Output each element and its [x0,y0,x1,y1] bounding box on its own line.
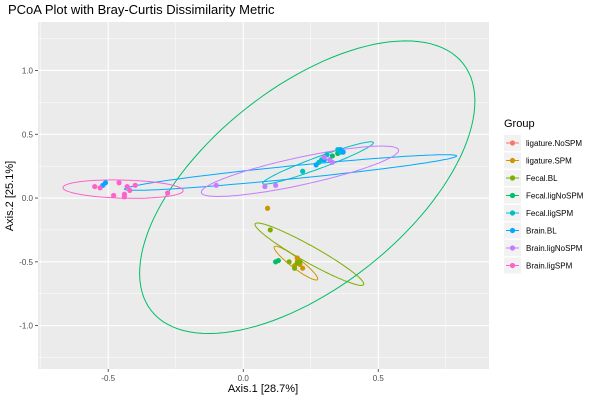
point-Brain.ligNoSPM [262,183,268,190]
point-Brain.BL [340,149,346,155]
ellipse-Brain.ligSPM [62,179,184,199]
legend-label: Brain.ligSPM [526,262,573,271]
point-Brain.ligSPM [116,180,122,186]
chart-title: PCoA Plot with Bray-Curtis Dissimilarity… [8,2,275,17]
x-axis-title: Axis.1 [28.7%] [228,383,298,395]
point-Fecal.BL [286,259,292,265]
point-Brain.ligNoSPM [273,182,279,188]
point-Fecal.ligNoSPM [275,257,281,264]
point-Brain.ligSPM [111,192,117,199]
legend-label: Fecal.ligSPM [526,209,573,218]
legend-label: ligature.NoSPM [526,139,582,148]
legend: Group ligature.NoSPM ligature.SPM Fecal.BL… [504,118,584,274]
legend-item-Brain.ligNoSPM: Brain.ligNoSPM [504,240,583,256]
x-tick-label: 0.0 [238,374,250,383]
point-Fecal.BL [297,259,303,265]
legend-item-ligature.SPM: ligature.SPM [504,152,572,169]
point-Brain.ligNoSPM [329,159,335,165]
point-Fecal.BL [267,227,273,233]
x-tick-label: -0.5 [101,374,115,383]
point-Brain.ligSPM [124,183,130,190]
legend-label: Fecal.ligNoSPM [526,192,584,201]
legend-item-ligature.NoSPM: ligature.NoSPM [504,135,582,151]
point-Brain.ligSPM [132,182,138,188]
legend-label: Brain.ligNoSPM [526,244,583,253]
point-Fecal.ligNoSPM [329,153,335,159]
point-Brain.BL [313,162,319,168]
legend-item-Fecal.ligNoSPM: Fecal.ligNoSPM [504,187,584,204]
legend-items: ligature.NoSPM ligature.SPM Fecal.BL Fecal.… [504,135,584,274]
legend-key-point [509,157,516,164]
ellipse-ligature.SPM [273,245,319,281]
plot-panel [38,22,489,369]
ellipse-Brain.BL [123,154,458,191]
legend-key-point [509,262,516,269]
legend-key-point [509,227,516,234]
legend-key-point [509,210,516,216]
point-ligature.SPM [300,265,306,271]
legend-title: Group [504,118,535,130]
y-tick-label: -1.0 [19,322,33,331]
legend-key-point [509,175,516,181]
point-Brain.ligSPM [92,183,98,190]
legend-label: ligature.SPM [526,157,572,166]
point-Brain.ligSPM [121,194,128,200]
legend-label: Brain.BL [526,227,557,236]
legend-item-Brain.ligSPM: Brain.ligSPM [504,257,573,274]
y-tick-label: 0.0 [22,194,34,203]
ellipse-Fecal.BL [254,222,365,286]
y-tick-label: 1.0 [22,66,34,75]
point-Brain.ligSPM [97,185,103,191]
axis-ticks: -0.5 0.0 0.5 -1.0 -0.5 0.0 0.5 1.0 [19,66,384,383]
y-tick-label: 0.5 [22,130,34,139]
point-Brain.ligNoSPM [213,182,219,188]
legend-label: Fecal.BL [526,174,558,183]
grid-lines [38,22,489,369]
point-Fecal.BL [291,265,298,271]
x-tick-label: 0.5 [373,374,385,383]
data-points [92,146,346,271]
y-tick-label: -0.5 [19,258,33,267]
legend-item-Brain.BL: Brain.BL [504,222,557,239]
point-Brain.ligNoSPM [321,154,327,160]
y-axis-title: Axis.2 [25.1%] [4,161,16,231]
point-Brain.ligSPM [127,187,133,193]
point-Fecal.ligSPM [300,168,306,174]
legend-item-Fecal.BL: Fecal.BL [504,170,558,186]
point-ligature.SPM [264,205,271,211]
legend-item-Fecal.ligSPM: Fecal.ligSPM [504,205,573,221]
legend-key-point [509,192,516,199]
point-ligature.SPM [294,255,300,261]
point-Brain.ligSPM [165,190,171,196]
legend-key-point [509,140,516,146]
ellipse-Fecal.ligNoSPM [139,40,476,335]
legend-key-point [509,245,516,251]
